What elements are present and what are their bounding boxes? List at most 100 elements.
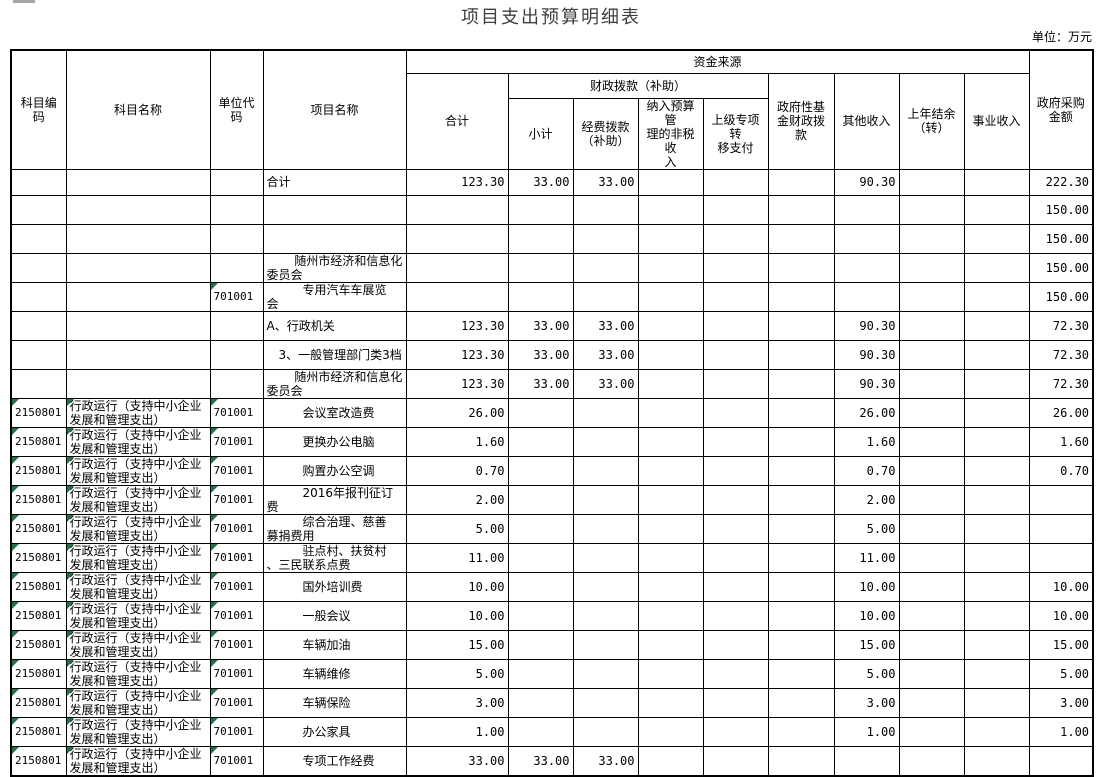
cell-project-name: 更换办公电脑 <box>262 426 407 457</box>
cell-fund-appropriation <box>572 223 639 254</box>
cell-fund-appropriation: 33.00 <box>572 339 639 370</box>
cell-unit-code: 701001 <box>209 687 264 718</box>
error-indicator-triangle-icon <box>67 631 74 638</box>
cell-project-name: 购置办公空调 <box>262 455 407 486</box>
cell-subject-code: 2150801 <box>10 426 67 457</box>
cell-fund-appropriation <box>572 397 639 428</box>
cell-nontax-income <box>637 368 704 399</box>
cell-total: 11.00 <box>405 542 509 573</box>
cell-subject-name: 行政运行（支持中小企业 发展和管理支出） <box>65 426 211 457</box>
cell-total: 10.00 <box>405 571 509 602</box>
cell-prev-balance <box>898 455 965 486</box>
cell-business-income <box>963 168 1030 196</box>
budget-detail-table: 科目编码 科目名称 单位代码 项目名称 资金来源 政府采购 金额 合计 财政拨款… <box>10 49 1095 777</box>
cell-other-income: 3.00 <box>833 687 900 718</box>
cell-gov-fund <box>767 426 835 457</box>
cell-subtotal <box>507 513 574 544</box>
cell-other-income <box>833 745 900 776</box>
error-indicator-triangle-icon <box>12 457 19 464</box>
col-header-total: 合计 <box>405 72 509 170</box>
cell-gov-fund <box>767 745 835 776</box>
cell-subtotal <box>507 542 574 573</box>
cell-superior-transfer <box>702 252 769 283</box>
cell-other-income: 15.00 <box>833 629 900 660</box>
cell-nontax-income <box>637 281 704 312</box>
cell-project-name: 2016年报刊征订 费 <box>262 484 407 515</box>
cell-superior-transfer <box>702 571 769 602</box>
cell-subject-code <box>10 194 67 225</box>
cell-project-name <box>262 194 407 225</box>
cell-subject-name <box>65 194 211 225</box>
cell-unit-code: 701001 <box>209 397 264 428</box>
cell-nontax-income <box>637 658 704 689</box>
cell-business-income <box>963 397 1030 428</box>
cell-project-name: 综合治理、慈善 募捐费用 <box>262 513 407 544</box>
cell-unit-code: 701001 <box>209 716 264 747</box>
cell-nontax-income <box>637 426 704 457</box>
cell-superior-transfer <box>702 629 769 660</box>
cell-total <box>405 252 509 283</box>
cell-other-income <box>833 223 900 254</box>
cell-prev-balance <box>898 716 965 747</box>
cell-fund-appropriation <box>572 455 639 486</box>
cell-fund-appropriation: 33.00 <box>572 310 639 341</box>
col-header-subtotal: 小计 <box>507 97 574 170</box>
cell-unit-code: 701001 <box>209 745 264 776</box>
cell-subtotal: 33.00 <box>507 168 574 196</box>
cell-other-income: 90.30 <box>833 368 900 399</box>
cell-unit-code <box>209 339 264 370</box>
cell-gov-procurement: 1.00 <box>1028 716 1094 747</box>
col-header-nontax-income: 纳入预算管 理的非税收 入 <box>637 97 704 170</box>
cell-nontax-income <box>637 223 704 254</box>
cell-superior-transfer <box>702 426 769 457</box>
cell-other-income: 1.00 <box>833 716 900 747</box>
cell-prev-balance <box>898 168 965 196</box>
cell-other-income: 0.70 <box>833 455 900 486</box>
cell-prev-balance <box>898 745 965 776</box>
cell-total: 1.00 <box>405 716 509 747</box>
error-indicator-triangle-icon <box>67 486 74 493</box>
cell-subject-code: 2150801 <box>10 600 67 631</box>
cell-subject-name: 行政运行（支持中小企业 发展和管理支出） <box>65 542 211 573</box>
cell-gov-fund <box>767 397 835 428</box>
table-row: 合计 123.30 33.00 33.00 90.30 222.30 <box>10 168 1094 196</box>
cell-gov-procurement: 3.00 <box>1028 687 1094 718</box>
error-indicator-triangle-icon <box>12 660 19 667</box>
error-indicator-triangle-icon <box>12 602 19 609</box>
cell-gov-procurement: 26.00 <box>1028 397 1094 428</box>
cell-superior-transfer <box>702 600 769 631</box>
cell-gov-fund <box>767 252 835 283</box>
cell-subject-code: 2150801 <box>10 745 67 776</box>
cell-prev-balance <box>898 368 965 399</box>
cell-total <box>405 223 509 254</box>
cell-subject-code <box>10 223 67 254</box>
cell-project-name: 国外培训费 <box>262 571 407 602</box>
cell-superior-transfer <box>702 745 769 776</box>
cell-gov-procurement: 72.30 <box>1028 310 1094 341</box>
cell-prev-balance <box>898 571 965 602</box>
cell-superior-transfer <box>702 542 769 573</box>
cell-subject-name <box>65 368 211 399</box>
error-indicator-triangle-icon <box>67 428 74 435</box>
cell-gov-fund <box>767 455 835 486</box>
col-header-prev-balance: 上年结余 （转） <box>898 72 965 170</box>
cell-superior-transfer <box>702 310 769 341</box>
cell-project-name: 随州市经济和信息化 委员会 <box>262 368 407 399</box>
cell-other-income: 90.30 <box>833 168 900 196</box>
page-title: 项目支出预算明细表 <box>461 7 641 28</box>
table-row: 2150801 行政运行（支持中小企业 发展和管理支出） 701001 办公家具 1.… <box>10 716 1094 747</box>
error-indicator-triangle-icon <box>211 718 218 725</box>
error-indicator-triangle-icon <box>211 515 218 522</box>
table-row: 2150801 行政运行（支持中小企业 发展和管理支出） 701001 国外培训费 1… <box>10 571 1094 602</box>
error-indicator-triangle-icon <box>211 283 218 290</box>
cell-nontax-income <box>637 455 704 486</box>
cell-subtotal: 33.00 <box>507 310 574 341</box>
error-indicator-triangle-icon <box>12 718 19 725</box>
error-indicator-triangle-icon <box>67 544 74 551</box>
cell-subject-name: 行政运行（支持中小企业 发展和管理支出） <box>65 687 211 718</box>
table-row: 2150801 行政运行（支持中小企业 发展和管理支出） 701001 2016年报… <box>10 484 1094 515</box>
error-indicator-triangle-icon <box>211 486 218 493</box>
cell-fund-appropriation: 33.00 <box>572 168 639 196</box>
cell-gov-procurement: 150.00 <box>1028 223 1094 254</box>
cell-fund-appropriation <box>572 600 639 631</box>
